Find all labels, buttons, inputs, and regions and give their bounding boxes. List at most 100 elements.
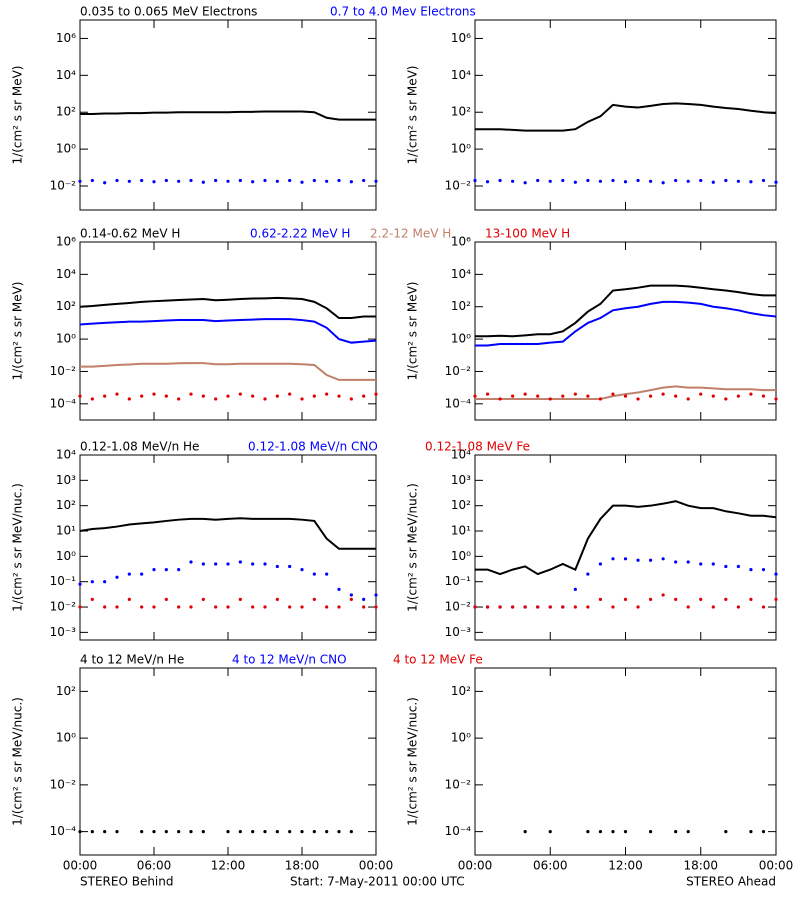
data-point: [761, 178, 766, 183]
data-point: [774, 180, 778, 184]
data-point: [177, 179, 181, 183]
footer-center: Start: 7-May-2011 00:00 UTC: [290, 875, 465, 889]
data-point: [189, 830, 193, 834]
data-point: [362, 597, 366, 602]
data-point: [288, 392, 292, 396]
x-tick-label: 18:00: [683, 859, 718, 873]
y-axis-label: 1/(cm² s sr MeV/nuc.): [11, 697, 25, 826]
data-point: [736, 605, 740, 609]
data-point: [337, 830, 341, 834]
data-point: [140, 394, 144, 398]
y-tick-label: 10⁶: [56, 31, 76, 45]
data-point: [611, 557, 615, 561]
data-point: [349, 593, 353, 597]
data-point: [473, 394, 477, 398]
y-tick-label: 10⁻²: [50, 600, 77, 614]
data-point: [548, 179, 552, 183]
data-point: [337, 605, 341, 609]
x-tick-label: 12:00: [608, 859, 643, 873]
data-point: [238, 178, 242, 183]
data-point: [300, 180, 304, 184]
data-point: [674, 597, 678, 602]
data-point: [251, 830, 255, 834]
data-point: [288, 564, 292, 569]
legend-entry: 2.2-12 MeV H: [370, 227, 451, 241]
data-point: [473, 605, 477, 609]
data-point: [674, 178, 678, 183]
data-point: [362, 605, 366, 609]
data-point: [312, 394, 316, 398]
data-point: [736, 564, 740, 569]
data-point: [251, 562, 255, 566]
x-tick-label: 00:00: [63, 859, 98, 873]
data-point: [573, 392, 577, 396]
data-point: [140, 572, 144, 576]
y-tick-label: 10⁰: [451, 731, 471, 745]
data-point: [312, 830, 316, 834]
data-point: [349, 397, 353, 401]
data-point: [761, 830, 766, 834]
y-tick-label: 10¹: [451, 524, 471, 538]
data-point: [152, 180, 156, 184]
y-tick-label: 10²: [56, 498, 76, 512]
data-point: [78, 582, 82, 586]
y-tick-label: 10⁴: [451, 267, 471, 281]
data-point: [711, 180, 715, 184]
data-point: [724, 597, 728, 602]
data-point: [636, 605, 640, 609]
data-point: [648, 394, 653, 398]
data-point: [598, 562, 603, 566]
data-point: [623, 830, 628, 834]
data-point: [374, 179, 378, 183]
data-point: [736, 394, 740, 398]
data-point: [275, 564, 279, 569]
y-tick-label: 10⁶: [451, 235, 471, 249]
x-tick-label: 00:00: [759, 859, 794, 873]
data-point: [152, 568, 156, 572]
data-point: [686, 830, 690, 834]
data-point: [749, 597, 753, 602]
y-tick-label: 10⁰: [56, 142, 76, 156]
data-point: [711, 394, 715, 398]
data-point: [238, 392, 242, 396]
data-point: [349, 830, 353, 834]
series-line: [79, 318, 377, 344]
data-point: [686, 179, 690, 183]
data-point: [238, 597, 242, 602]
legend-entry: 0.12-1.08 MeV/n He: [80, 440, 199, 454]
data-point: [711, 562, 715, 566]
data-point: [648, 597, 653, 602]
data-point: [749, 830, 753, 834]
data-point: [523, 830, 527, 834]
series-line: [475, 500, 777, 576]
y-tick-label: 10⁴: [451, 68, 471, 82]
y-axis-label: 1/(cm² s sr MeV/nuc.): [406, 483, 420, 612]
data-point: [374, 593, 378, 597]
data-point: [275, 179, 279, 183]
legend-entry: 0.14-0.62 MeV H: [80, 227, 180, 241]
data-point: [623, 557, 628, 561]
y-tick-label: 10⁰: [56, 549, 76, 563]
y-tick-label: 10³: [56, 473, 76, 487]
data-point: [498, 605, 502, 609]
y-tick-label: 10²: [56, 299, 76, 313]
data-point: [263, 562, 267, 566]
data-point: [275, 394, 279, 398]
data-point: [661, 392, 665, 396]
y-tick-label: 10⁻⁴: [50, 396, 77, 410]
data-point: [749, 180, 753, 184]
data-point: [674, 560, 678, 564]
data-point: [226, 830, 230, 834]
data-point: [164, 568, 168, 572]
x-tick-label: 12:00: [211, 859, 246, 873]
y-tick-label: 10⁰: [451, 332, 471, 346]
data-point: [586, 605, 590, 609]
data-point: [152, 830, 156, 834]
data-point: [511, 605, 515, 609]
data-point: [189, 392, 193, 396]
data-point: [103, 181, 107, 185]
data-point: [349, 597, 353, 602]
data-point: [103, 830, 107, 834]
data-point: [573, 180, 577, 184]
